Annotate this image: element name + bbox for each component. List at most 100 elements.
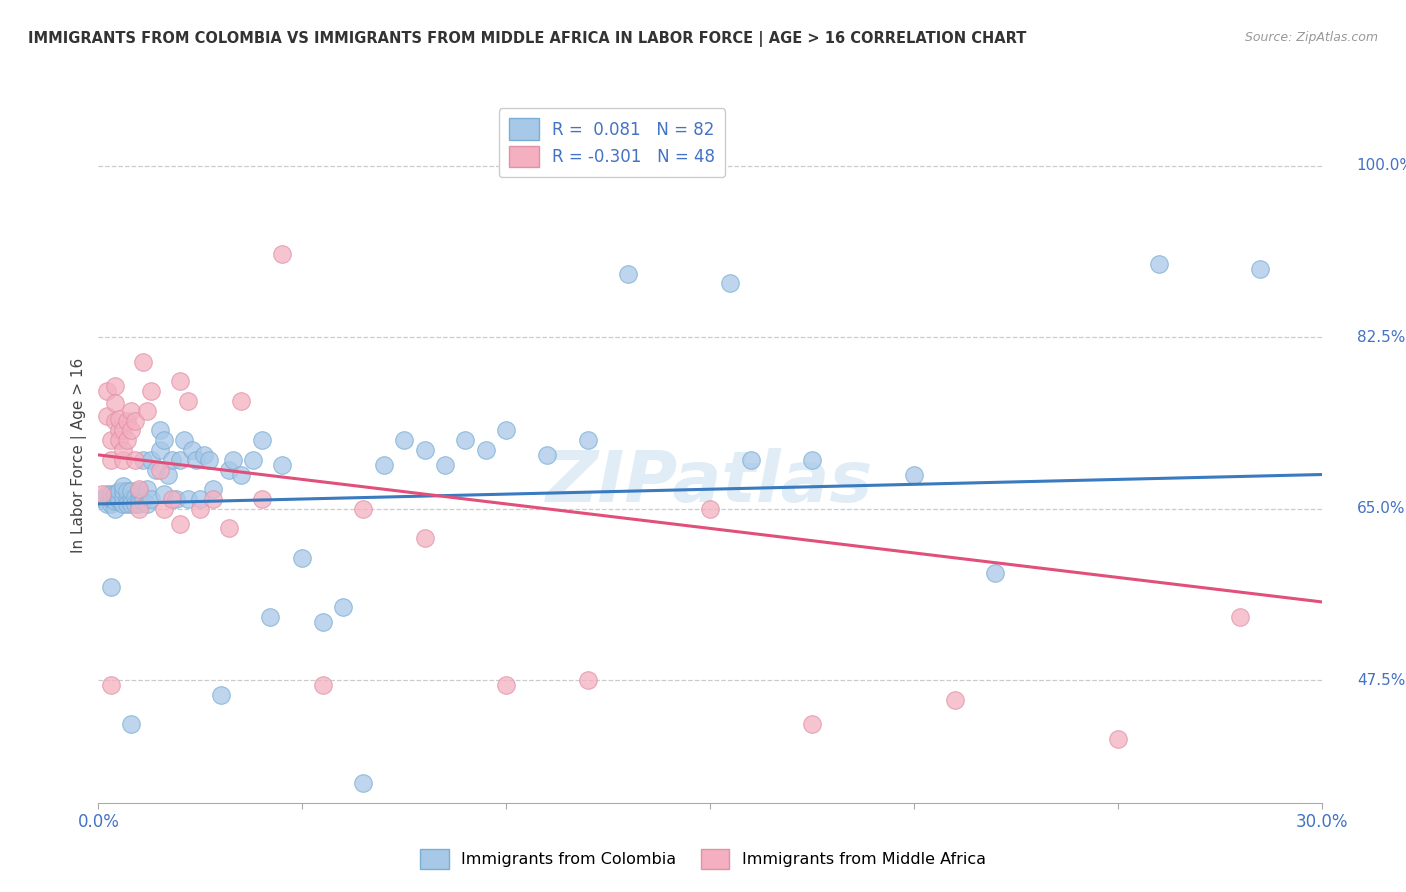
Point	[259, 609, 281, 624]
Point	[141, 384, 163, 399]
Point	[128, 482, 150, 496]
Point	[111, 484, 134, 499]
Point	[169, 452, 191, 467]
Point	[181, 443, 204, 458]
Point	[242, 452, 264, 467]
Point	[186, 452, 208, 467]
Point	[209, 688, 232, 702]
Point	[332, 599, 354, 614]
Point	[222, 452, 245, 467]
Point	[165, 491, 187, 506]
Point	[250, 491, 273, 506]
Point	[124, 414, 146, 428]
Point	[352, 776, 374, 790]
Point	[108, 484, 131, 499]
Point	[984, 566, 1007, 580]
Point	[120, 484, 142, 499]
Point	[231, 467, 253, 482]
Point	[197, 452, 219, 467]
Point	[188, 491, 212, 506]
Point	[173, 434, 195, 448]
Legend: R =  0.081   N = 82, R = -0.301   N = 48: R = 0.081 N = 82, R = -0.301 N = 48	[499, 109, 725, 178]
Point	[104, 414, 127, 428]
Point	[111, 479, 134, 493]
Point	[352, 501, 374, 516]
Text: 82.5%: 82.5%	[1357, 330, 1405, 345]
Point	[152, 501, 174, 516]
Point	[801, 717, 824, 731]
Point	[108, 487, 131, 501]
Point	[104, 379, 127, 393]
Point	[132, 452, 155, 467]
Point	[136, 404, 159, 418]
Point	[115, 414, 138, 428]
Point	[169, 516, 191, 531]
Point	[149, 443, 172, 458]
Point	[373, 458, 395, 472]
Point	[128, 491, 150, 506]
Point	[152, 434, 174, 448]
Point	[100, 580, 122, 594]
Point	[108, 491, 131, 506]
Point	[156, 467, 179, 482]
Point	[160, 452, 183, 467]
Point	[124, 497, 146, 511]
Point	[149, 424, 172, 438]
Point	[434, 458, 457, 472]
Point	[270, 458, 294, 472]
Point	[100, 491, 122, 506]
Point	[177, 394, 200, 409]
Point	[128, 484, 150, 499]
Point	[152, 487, 174, 501]
Point	[120, 497, 142, 511]
Text: 47.5%: 47.5%	[1357, 673, 1405, 688]
Point	[903, 467, 925, 482]
Point	[111, 497, 134, 511]
Point	[100, 487, 122, 501]
Point	[120, 424, 142, 438]
Point	[536, 448, 558, 462]
Point	[474, 443, 498, 458]
Point	[96, 409, 118, 423]
Point	[617, 267, 640, 281]
Point	[231, 394, 253, 409]
Point	[218, 462, 240, 476]
Point	[136, 497, 159, 511]
Point	[128, 497, 150, 511]
Point	[141, 491, 163, 506]
Point	[1229, 609, 1251, 624]
Point	[943, 693, 966, 707]
Point	[111, 452, 134, 467]
Point	[136, 482, 159, 496]
Point	[495, 678, 517, 692]
Point	[111, 490, 134, 504]
Point	[801, 452, 824, 467]
Point	[104, 494, 127, 508]
Point	[96, 384, 118, 399]
Point	[128, 501, 150, 516]
Point	[576, 434, 599, 448]
Point	[100, 452, 122, 467]
Point	[108, 494, 131, 508]
Point	[218, 521, 240, 535]
Text: ZIPatlas: ZIPatlas	[547, 449, 873, 517]
Text: Source: ZipAtlas.com: Source: ZipAtlas.com	[1244, 31, 1378, 45]
Point	[111, 424, 134, 438]
Point	[312, 678, 335, 692]
Point	[413, 531, 436, 545]
Point	[740, 452, 762, 467]
Point	[160, 491, 183, 506]
Point	[120, 491, 142, 506]
Point	[270, 247, 294, 261]
Point	[1107, 732, 1129, 747]
Point	[291, 550, 314, 565]
Point	[132, 355, 155, 369]
Point	[115, 484, 138, 499]
Legend: Immigrants from Colombia, Immigrants from Middle Africa: Immigrants from Colombia, Immigrants fro…	[413, 843, 993, 875]
Point	[145, 462, 167, 476]
Point	[201, 482, 224, 496]
Point	[193, 448, 215, 462]
Text: 65.0%: 65.0%	[1357, 501, 1405, 516]
Point	[115, 497, 138, 511]
Point	[96, 487, 118, 501]
